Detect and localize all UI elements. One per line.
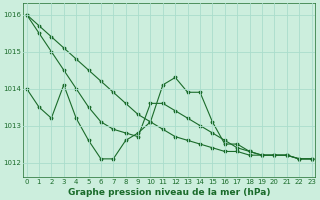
X-axis label: Graphe pression niveau de la mer (hPa): Graphe pression niveau de la mer (hPa) [68,188,270,197]
